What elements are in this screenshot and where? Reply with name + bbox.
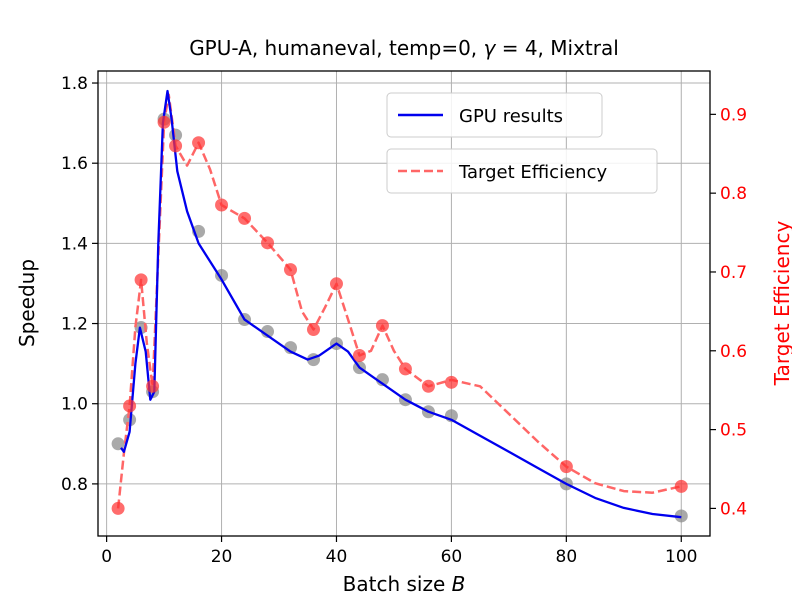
x-tick-label: 100 <box>665 547 697 567</box>
gpu-point <box>674 509 688 523</box>
x-tick-label: 20 <box>211 547 233 567</box>
target-point <box>375 319 389 333</box>
x-tick-label: 40 <box>326 547 348 567</box>
target-point <box>111 501 125 515</box>
y-axis-label: Speedup <box>15 259 39 347</box>
target-point <box>284 263 298 277</box>
target-point <box>261 236 275 250</box>
legend: GPU results Target Efficiency <box>386 92 658 194</box>
x-tick-label: 80 <box>556 547 578 567</box>
chart-title: GPU-A, humaneval, temp=0, γ = 4, Mixtral <box>189 36 619 60</box>
target-point <box>306 323 320 337</box>
series-layer <box>111 89 688 523</box>
gpu-point <box>111 437 125 451</box>
y2-tick-label: 0.7 <box>720 263 747 283</box>
y-tick-label: 1.2 <box>61 315 88 335</box>
x-tick-label: 0 <box>101 547 112 567</box>
y2-tick-label: 0.5 <box>720 421 747 441</box>
x-tick-label: 60 <box>441 547 463 567</box>
target-point <box>157 115 171 129</box>
ticks: 0 20 40 60 80 100 0.8 1.0 1.2 1.4 1.6 1.8 0.4 0.5 0.6 0… <box>61 74 747 567</box>
target-efficiency-line <box>116 93 682 509</box>
target-point <box>329 277 343 291</box>
legend-label-gpu: GPU results <box>459 106 563 127</box>
target-point <box>192 136 206 150</box>
y2-tick-label: 0.8 <box>720 184 747 204</box>
target-point <box>215 198 229 212</box>
target-point <box>146 379 160 393</box>
target-point <box>123 399 137 413</box>
target-point <box>674 479 688 493</box>
y-tick-label: 0.8 <box>61 475 88 495</box>
plot-frame <box>97 70 711 537</box>
y2-tick-label: 0.6 <box>720 342 747 362</box>
target-point <box>398 362 412 376</box>
gpu-point <box>284 341 298 355</box>
gpu-point <box>215 268 229 282</box>
y2-tick-label: 0.9 <box>720 105 747 125</box>
target-point <box>559 460 573 474</box>
target-point <box>421 379 435 393</box>
target-point <box>169 139 183 153</box>
target-point <box>134 273 148 287</box>
target-point <box>352 349 366 363</box>
y-tick-label: 1.0 <box>61 395 88 415</box>
legend-box-gpu <box>386 92 603 138</box>
legend-label-target: Target Efficiency <box>458 162 607 183</box>
gpu-point <box>375 373 389 387</box>
y-tick-label: 1.6 <box>61 154 88 174</box>
target-point <box>444 375 458 389</box>
y2-tick-label: 0.4 <box>720 499 747 519</box>
y-tick-label: 1.4 <box>61 234 88 254</box>
y2-axis-label: Target Efficiency <box>770 221 792 387</box>
legend-box-target <box>386 148 658 194</box>
x-axis-label: Batch size B <box>343 572 466 596</box>
target-point <box>238 211 252 225</box>
y-tick-label: 1.8 <box>61 74 88 94</box>
gpu-point <box>261 325 275 339</box>
